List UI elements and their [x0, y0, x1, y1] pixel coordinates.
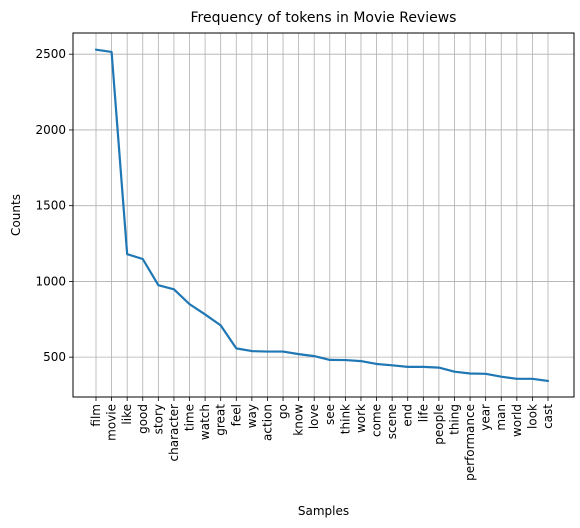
x-tick-label: cast [541, 404, 555, 429]
x-tick-label: end [401, 404, 415, 427]
x-tick-label: world [510, 404, 524, 437]
x-tick-label: go [276, 404, 290, 419]
x-tick-label: come [370, 404, 384, 437]
x-tick-label: people [432, 404, 446, 445]
x-tick-label: think [338, 404, 352, 434]
x-tick-label: see [323, 404, 337, 425]
y-tick-label: 1000 [35, 274, 66, 288]
x-tick-label: year [479, 404, 493, 431]
series-line [94, 48, 550, 383]
x-tick-label: film [89, 404, 103, 427]
y-tick-label: 2500 [35, 47, 66, 61]
y-tick-label: 2000 [35, 123, 66, 137]
x-tick-label: movie [105, 404, 119, 441]
x-tick-label: good [136, 404, 150, 434]
x-tick-label: work [354, 404, 368, 433]
x-tick-label: look [525, 404, 539, 429]
x-tick-label: performance [463, 404, 477, 481]
x-tick-label: feel [229, 404, 243, 426]
x-tick-label: watch [198, 404, 212, 440]
x-tick-label: time [183, 404, 197, 431]
x-tick-label: story [151, 404, 165, 434]
grid-lines [73, 33, 574, 397]
x-tick-label: like [120, 404, 134, 425]
x-axis-label: Samples [298, 504, 349, 518]
y-tick-label: 500 [43, 350, 66, 364]
x-tick-label: great [214, 404, 228, 436]
x-tick-label: life [416, 404, 430, 422]
x-tick-label: know [292, 404, 306, 436]
x-tick-label: thing [447, 404, 461, 435]
x-tick-label: action [260, 404, 274, 441]
x-tick-label: scene [385, 404, 399, 439]
x-tick-label: love [307, 404, 321, 429]
x-tick-label: man [494, 404, 508, 431]
x-tick-label: character [167, 404, 181, 462]
y-tick-label: 1500 [35, 199, 66, 213]
y-axis-label: Counts [9, 194, 23, 236]
x-axis-ticks: film movie like good story character time watch… [89, 397, 555, 481]
y-axis-ticks: 500 1000 1500 2000 2500 [35, 47, 73, 364]
chart-title: Frequency of tokens in Movie Reviews [191, 10, 457, 26]
plot-frame [72, 32, 575, 398]
x-tick-label: way [245, 404, 259, 428]
